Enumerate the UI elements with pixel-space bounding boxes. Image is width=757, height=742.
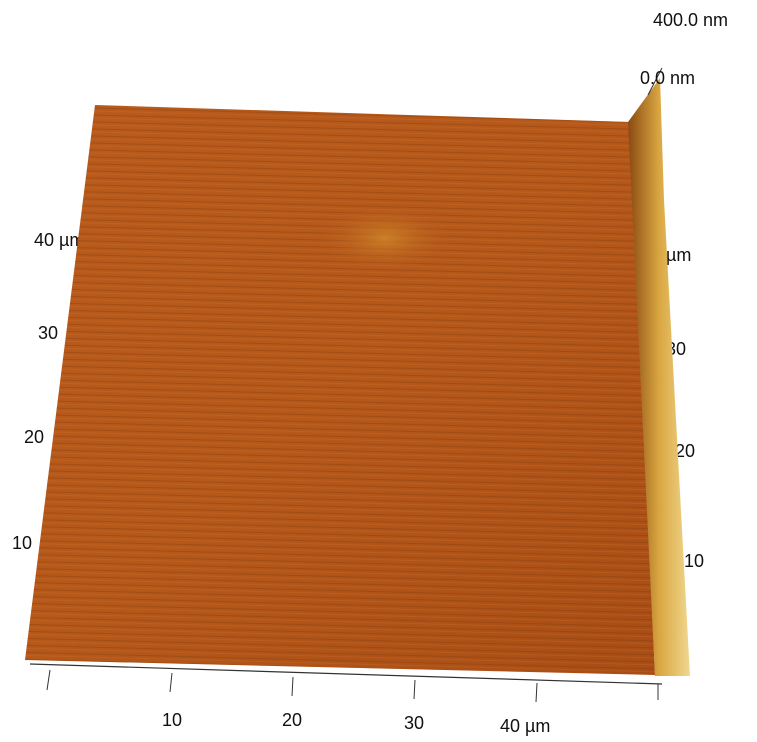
right-axis-label: µm	[666, 245, 691, 265]
axis-tick	[292, 677, 293, 696]
right-axis-label: 10	[684, 551, 704, 571]
bottom-axis: 10 20 30 40 µm	[30, 664, 662, 736]
bottom-axis-label: 10	[162, 710, 182, 730]
left-axis-label: 40 µm	[34, 230, 84, 250]
axis-tick	[47, 670, 50, 690]
surface	[25, 78, 690, 676]
z-scale-max: 400.0 nm	[653, 10, 728, 30]
left-axis-label: 20	[24, 427, 44, 447]
surface-texture	[25, 105, 655, 675]
z-scale-min: 0.0 nm	[640, 68, 695, 88]
bottom-axis-label: 30	[404, 713, 424, 733]
bottom-axis-label: 20	[282, 710, 302, 730]
surface-feature	[315, 203, 455, 273]
left-axis-label: 10	[12, 533, 32, 553]
bottom-axis-label: 40 µm	[500, 716, 550, 736]
axis-tick	[414, 680, 415, 699]
left-axis-label: 30	[38, 323, 58, 343]
afm-view: 10 20 30 40 µm 10 20 30 µm 400.0 nm 0.0 …	[0, 0, 757, 742]
z-scale: 400.0 nm 0.0 nm	[640, 10, 728, 95]
axis-tick	[170, 673, 172, 692]
axis-tick	[536, 683, 537, 702]
